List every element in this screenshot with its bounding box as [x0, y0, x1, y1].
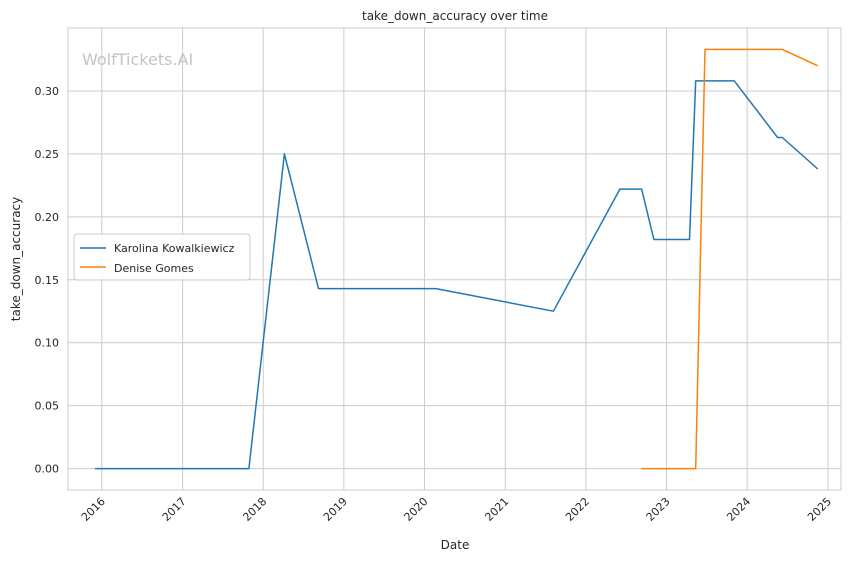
y-tick-label: 0.30	[35, 85, 60, 98]
x-tick-label: 2018	[240, 495, 269, 524]
y-tick-label: 0.00	[35, 463, 60, 476]
y-axis-label: take_down_accuracy	[9, 197, 23, 321]
chart-title: take_down_accuracy over time	[362, 9, 548, 23]
legend-label-karolina: Karolina Kowalkiewicz	[114, 242, 235, 255]
legend: Karolina Kowalkiewicz Denise Gomes	[74, 234, 250, 280]
x-tick-label: 2021	[482, 495, 511, 524]
y-tick-label: 0.10	[35, 337, 60, 350]
x-axis-label: Date	[441, 538, 470, 552]
x-tick-label: 2016	[79, 495, 108, 524]
legend-label-denise: Denise Gomes	[114, 262, 194, 275]
x-tick-label: 2022	[563, 495, 592, 524]
tick-labels: 2016 2017 2018 2019 2020 2021 2022 2023 2024 2025…	[35, 85, 835, 524]
x-tick-label: 2017	[160, 495, 189, 524]
y-tick-label: 0.05	[35, 400, 60, 413]
watermark: WolfTickets.AI	[82, 50, 193, 69]
y-tick-label: 0.20	[35, 211, 60, 224]
x-tick-label: 2025	[805, 495, 834, 524]
y-tick-label: 0.25	[35, 148, 60, 161]
x-tick-label: 2020	[402, 495, 431, 524]
x-tick-label: 2023	[644, 495, 673, 524]
y-tick-label: 0.15	[35, 274, 60, 287]
x-tick-label: 2024	[724, 495, 753, 524]
x-tick-label: 2019	[321, 495, 350, 524]
